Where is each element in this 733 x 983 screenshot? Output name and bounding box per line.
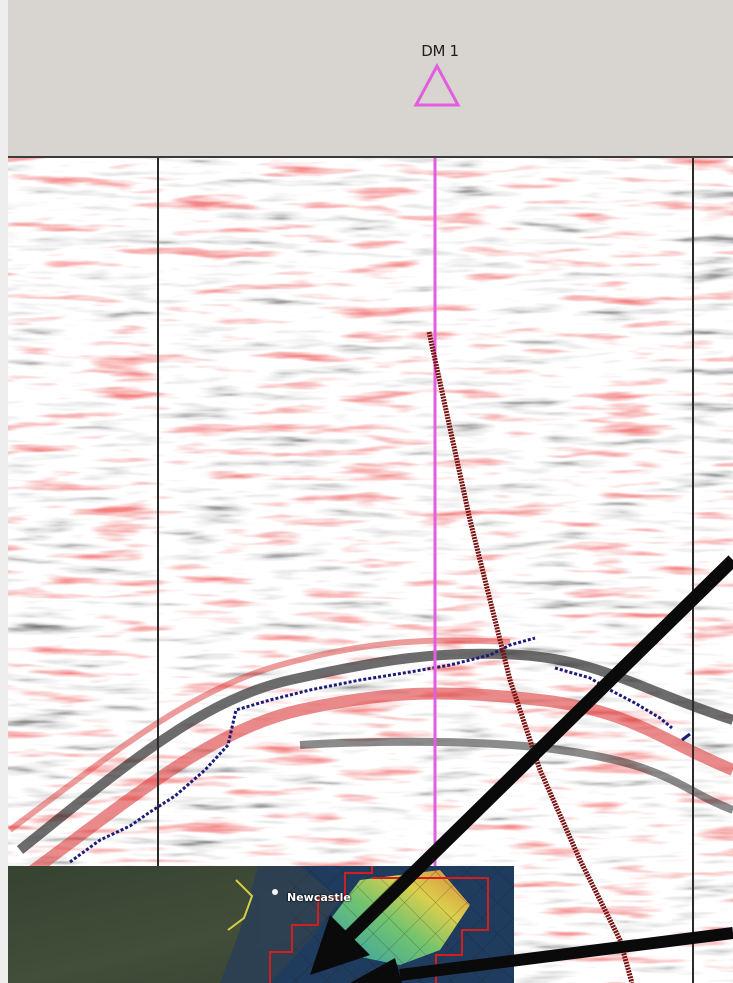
header-divider <box>8 156 733 158</box>
interpreted-fault <box>426 331 635 983</box>
triangle-outline-icon <box>413 62 461 107</box>
arrow-icon <box>310 555 733 983</box>
map-inset-labels: Newcastle <box>8 866 514 983</box>
seismic-amplitude-field <box>8 158 733 983</box>
well-name-label: DM 1 <box>421 42 459 60</box>
interpreted-horizon <box>69 636 691 864</box>
well-header-band <box>0 0 733 156</box>
left-margin <box>0 0 8 983</box>
location-map-inset <box>8 866 514 983</box>
map-city-label: Newcastle <box>287 891 351 904</box>
